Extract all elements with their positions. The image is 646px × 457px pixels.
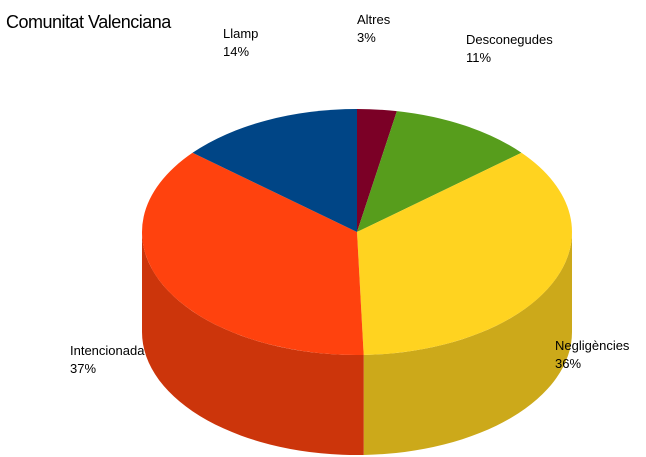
slice-top <box>142 152 364 355</box>
slice-side <box>142 232 364 455</box>
slice-top <box>357 152 572 355</box>
slice-top <box>192 109 357 232</box>
pie-slice <box>192 109 357 232</box>
pie-slice <box>357 152 572 455</box>
slice-value-label: 11% <box>466 50 491 65</box>
pie-slice <box>142 152 364 455</box>
slice-value-label: 37% <box>70 361 96 376</box>
slice-value-label: 3% <box>357 30 376 45</box>
slice-label: Llamp <box>223 26 258 41</box>
slice-label: Desconegudes <box>466 32 553 47</box>
slice-side <box>363 232 572 455</box>
slice-top <box>357 111 522 232</box>
pie-slice <box>357 111 522 232</box>
slice-value-label: 36% <box>555 356 581 371</box>
slice-label: Intencionada <box>70 343 145 358</box>
slice-label: Negligències <box>555 338 630 353</box>
chart-title: Comunitat Valenciana <box>6 12 172 32</box>
slice-value-label: 14% <box>223 44 249 59</box>
slice-label: Altres <box>357 12 391 27</box>
pie-slice <box>357 109 397 232</box>
slice-top <box>357 109 397 232</box>
